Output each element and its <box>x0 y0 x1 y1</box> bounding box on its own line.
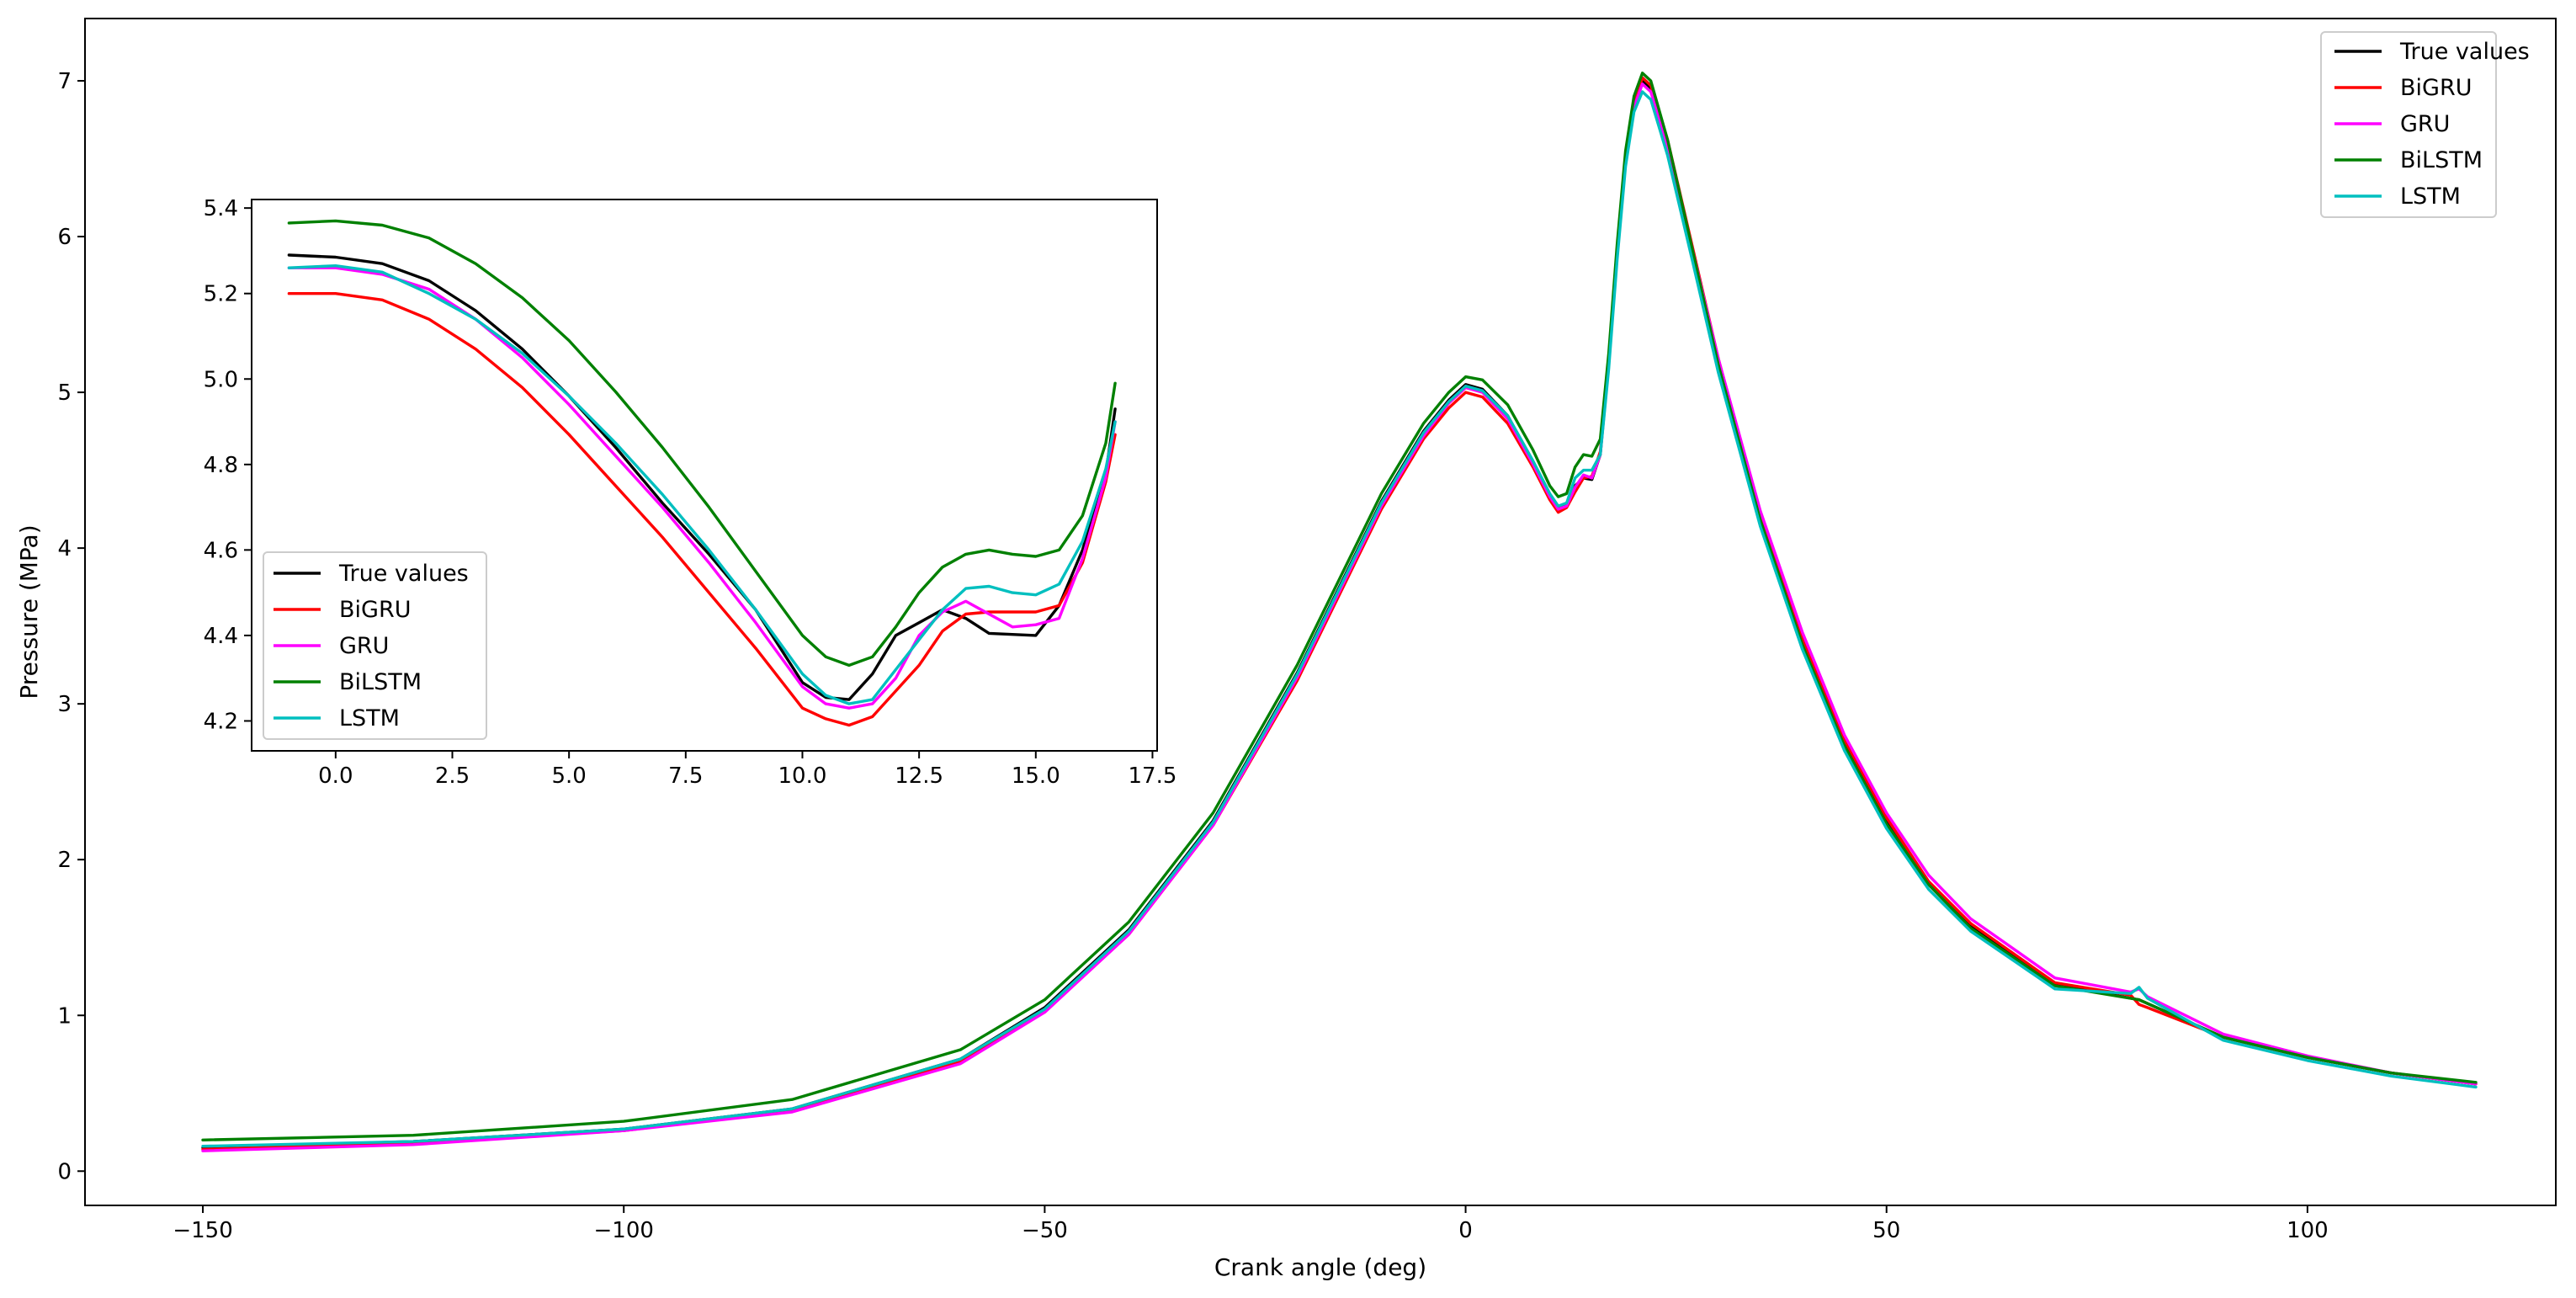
inset-series-line-4 <box>287 264 1117 705</box>
main-chart: −150 −100 −50 0 50 100 0 1 2 3 4 5 6 7 Crank angle (… <box>15 18 2557 1281</box>
main-legend: True values BiGRU GRU BiLSTM LSTM <box>2320 31 2530 218</box>
inset-y-tick-label: 4.8 <box>204 453 238 478</box>
inset-y-tick-label: 5.4 <box>204 196 238 221</box>
inset-series-line-1 <box>287 292 1117 727</box>
main-y-tick-label: 0 <box>57 1159 72 1184</box>
main-x-tick-label: 50 <box>1872 1218 1900 1243</box>
inset-x-axis: 0.0 2.5 5.0 7.5 10.0 12.5 15.0 17.5 <box>318 751 1176 789</box>
inset-legend: True values BiGRU GRU BiLSTM LSTM <box>263 551 487 740</box>
inset-x-tick-label: 7.5 <box>668 763 703 789</box>
main-legend-label-4: LSTM <box>2400 184 2461 210</box>
inset-x-tick-label: 10.0 <box>778 763 827 789</box>
main-series-line-4 <box>201 90 2478 1148</box>
inset-legend-label-0: True values <box>338 561 469 587</box>
inset-y-tick-label: 4.4 <box>204 624 238 649</box>
main-y-tick-label: 5 <box>57 380 72 406</box>
main-legend-label-2: GRU <box>2400 111 2450 137</box>
inset-y-axis: 4.2 4.4 4.6 4.8 5.0 5.2 5.4 <box>204 196 252 734</box>
main-legend-label-3: BiLSTM <box>2400 147 2483 173</box>
inset-x-tick-label: 15.0 <box>1012 763 1060 789</box>
main-x-tick-label: 100 <box>2287 1218 2329 1243</box>
inset-y-tick-label: 5.2 <box>204 282 238 307</box>
inset-legend-label-1: BiGRU <box>339 597 411 623</box>
main-x-tick-label: 0 <box>1458 1218 1473 1243</box>
inset-y-tick-label: 4.6 <box>204 538 238 563</box>
inset-legend-label-4: LSTM <box>339 705 400 731</box>
inset-series-group <box>287 219 1117 727</box>
inset-x-tick-label: 12.5 <box>895 763 943 789</box>
inset-x-tick-label: 5.0 <box>551 763 586 789</box>
main-plot-frame <box>84 18 2557 1206</box>
inset-legend-label-2: GRU <box>339 633 389 659</box>
main-y-tick-label: 1 <box>57 1003 72 1029</box>
main-y-tick-label: 4 <box>57 536 72 561</box>
main-y-tick-label: 6 <box>57 225 72 250</box>
inset-legend-label-3: BiLSTM <box>339 669 422 695</box>
inset-legend-box <box>263 551 487 740</box>
main-x-tick-label: −150 <box>173 1218 232 1243</box>
inset-x-tick-label: 0.0 <box>318 763 353 789</box>
y-axis-title: Pressure (MPa) <box>15 524 43 699</box>
x-axis-title: Crank angle (deg) <box>1214 1253 1426 1281</box>
main-y-tick-label: 3 <box>57 692 72 717</box>
main-legend-box <box>2320 31 2497 218</box>
inset-plot-frame <box>251 199 1158 752</box>
main-x-axis: −150 −100 −50 0 50 100 <box>173 1205 2329 1243</box>
main-y-tick-label: 7 <box>57 69 72 94</box>
inset-series-line-0 <box>287 253 1117 701</box>
main-x-tick-label: −100 <box>594 1218 654 1243</box>
main-series-line-3 <box>201 72 2478 1141</box>
main-x-tick-label: −50 <box>1022 1218 1068 1243</box>
inset-y-tick-label: 4.2 <box>204 709 238 734</box>
main-legend-label-1: BiGRU <box>2400 75 2472 101</box>
main-series-group <box>201 72 2478 1152</box>
main-y-tick-label: 2 <box>57 848 72 873</box>
main-y-axis: 0 1 2 3 4 5 6 7 <box>57 69 85 1184</box>
inset-x-tick-label: 2.5 <box>435 763 470 789</box>
inset-series-line-3 <box>287 219 1117 668</box>
inset-x-tick-label: 17.5 <box>1129 763 1177 789</box>
inset-y-tick-label: 5.0 <box>204 367 238 392</box>
main-legend-label-0: True values <box>2399 39 2530 65</box>
inset-chart: 0.0 2.5 5.0 7.5 10.0 12.5 15.0 17.5 4.24.44.64.… <box>204 196 1177 789</box>
